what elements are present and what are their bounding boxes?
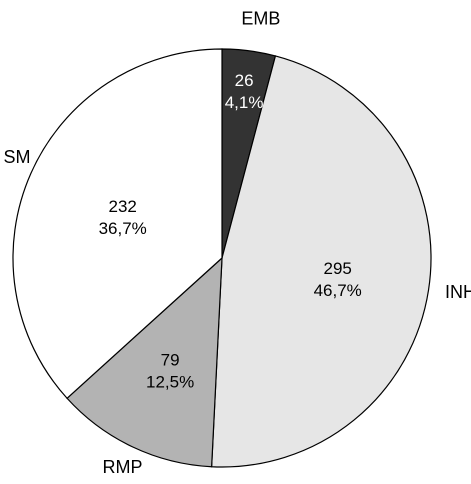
- slice-percent-inh: 46,7%: [314, 281, 362, 300]
- pie-slice-sm: [12, 48, 223, 400]
- slice-value-inh: 295: [324, 259, 352, 278]
- slice-percent-emb: 4,1%: [225, 93, 264, 112]
- slice-percent-rmp: 12,5%: [146, 373, 194, 392]
- slice-category-inh: INH: [445, 282, 471, 302]
- slice-category-emb: EMB: [241, 9, 280, 29]
- pie-slices: [12, 48, 432, 468]
- slice-value-sm: 232: [109, 197, 137, 216]
- slice-value-rmp: 79: [161, 351, 180, 370]
- slice-category-sm: SM: [4, 147, 31, 167]
- slice-value-emb: 26: [235, 71, 254, 90]
- pie-labels: 26 4,1% EMB 295 46,7% INH 79 12,5% RMP 232 36,7% SM: [4, 9, 471, 477]
- pie-slice-inh: [210, 55, 432, 468]
- slice-category-rmp: RMP: [103, 457, 143, 477]
- pie-slice-rmp: [66, 256, 223, 468]
- slice-percent-sm: 36,7%: [99, 219, 147, 238]
